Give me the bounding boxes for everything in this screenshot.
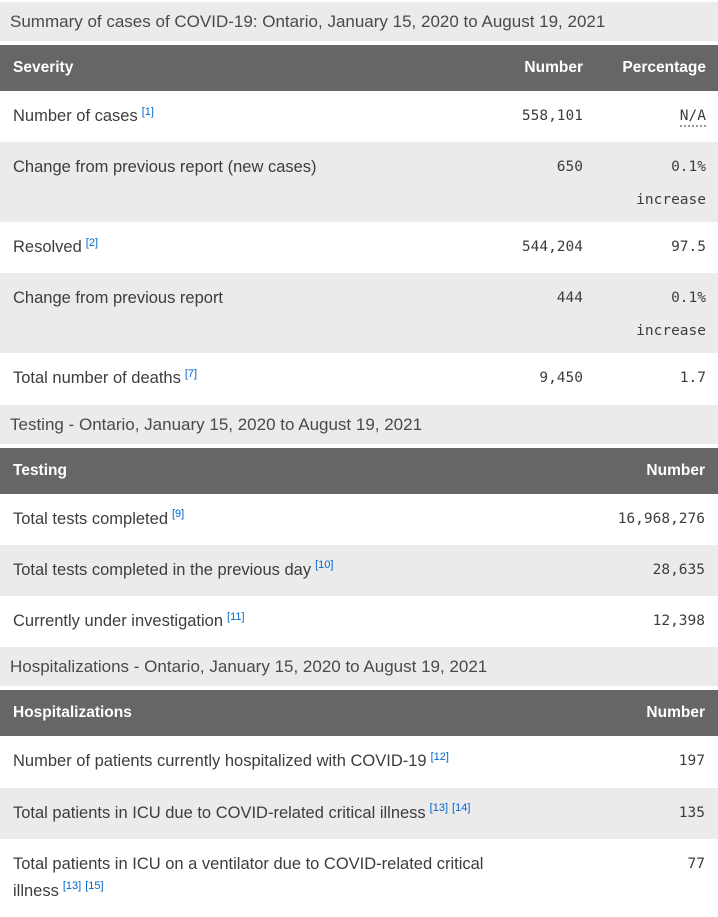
percentage-value: N/A [596, 91, 718, 142]
percentage-line: increase [636, 323, 706, 340]
row-label-text: Number of patients currently hospitalize… [13, 752, 427, 771]
hospitalizations-header-row: Hospitalizations Number [0, 690, 718, 737]
footnote-ref-link[interactable]: [9] [172, 508, 185, 521]
number-value: 77 [687, 855, 705, 872]
number-value: 16,968,276 [617, 510, 705, 527]
footnote-ref-link[interactable]: [7] [184, 367, 198, 380]
footnote-ref-link[interactable]: [2] [85, 236, 99, 249]
percentage-line: 1.7 [679, 370, 706, 387]
footnote-ref-link[interactable]: [13] [62, 880, 82, 893]
row-label-text: Total patients in ICU on a ventilator du… [13, 854, 484, 900]
row-label-text: Total tests completed in the previous da… [13, 560, 312, 579]
row-label-text: Resolved [13, 238, 82, 257]
number-value: 28,635 [652, 561, 705, 578]
row-label: Number of patients currently hospitalize… [0, 736, 568, 787]
hospitalizations-row-total-patients-in-icu-due-to-covid-related-critical-illness: Total patients in ICU due to COVID-relat… [0, 787, 718, 839]
footnote-ref: [12] [431, 751, 449, 763]
section-summary: Summary of cases of COVID-19: Ontario, J… [0, 2, 718, 405]
section-caption-testing: Testing - Ontario, January 15, 2020 to A… [0, 404, 718, 444]
summary-header-row: Severity Number Percentage [0, 45, 718, 91]
footnote-ref-link[interactable]: [1] [141, 105, 154, 118]
column-header-percentage: Percentage [596, 45, 718, 91]
row-label: Change from previous report (new cases) [0, 142, 475, 222]
hospitalizations-row-number-of-patients-currently-hospitalized-with-covid-19: Number of patients currently hospitalize… [0, 736, 718, 788]
percentage-line: 0.1% [671, 290, 706, 307]
footnote-ref: [15] [85, 880, 103, 892]
summary-table: Severity Number Percentage Number of cases… [0, 45, 718, 405]
footnote-ref: [7] [185, 368, 197, 380]
severity-row-resolved: Resolved [2] 544,204 97.5 [0, 222, 718, 274]
percentage-line: 0.1% [671, 159, 706, 176]
severity-row-total-number-of-deaths: Total number of deaths [7] 9,450 1.7 [0, 353, 718, 405]
number-value: 135 [678, 804, 705, 821]
row-label: Total tests completed in the previous da… [0, 545, 568, 596]
row-label-text: Total tests completed [13, 509, 168, 528]
testing-table: Testing Number Total tests completed [9] 16… [0, 447, 718, 648]
column-header-number: Number [475, 45, 596, 91]
testing-row-total-tests-completed: Total tests completed [9] 16,968,276 [0, 493, 718, 545]
section-caption-summary: Summary of cases of COVID-19: Ontario, J… [0, 2, 718, 41]
row-label-text: Change from previous report (new cases) [13, 158, 317, 177]
row-label-text: Number of cases [13, 107, 138, 125]
percentage-value: 1.7 [596, 353, 718, 404]
footnote-ref-link[interactable]: [12] [430, 750, 449, 763]
footnote-ref: [10] [315, 559, 333, 571]
column-header-number: Number [568, 447, 718, 494]
footnote-ref: [11] [227, 611, 245, 623]
footnote-ref: [14] [452, 802, 470, 814]
testing-header-row: Testing Number [0, 447, 718, 494]
number-value: 9,450 [539, 370, 583, 387]
footnote-ref-link[interactable]: [13] [429, 802, 449, 815]
row-label: Currently under investigation [11] [0, 596, 568, 647]
row-label: Total patients in ICU due to COVID-relat… [0, 788, 568, 839]
row-label-text: Total patients in ICU due to COVID-relat… [13, 803, 426, 822]
row-label-text: Currently under investigation [13, 612, 224, 631]
number-value: 197 [678, 753, 705, 770]
footnote-ref: [2] [86, 237, 98, 249]
percentage-line: 97.5 [671, 239, 706, 256]
row-label: Total patients in ICU on a ventilator du… [0, 839, 568, 917]
footnote-ref: [13] [63, 880, 81, 892]
row-label: Change from previous report [0, 273, 475, 353]
footnote-ref: [9] [172, 508, 184, 520]
column-header-testing: Testing [0, 447, 568, 494]
footnote-ref-link[interactable]: [11] [227, 610, 245, 623]
column-header-severity: Severity [0, 45, 475, 91]
row-label: Total number of deaths [7] [0, 353, 475, 404]
hospitalizations-row-total-patients-in-icu-on-a-ventilator-due-to-covid-related-critical-illness: Total patients in ICU on a ventilator du… [0, 838, 718, 917]
column-header-hospitalizations: Hospitalizations [0, 690, 568, 737]
percentage-line: N/A [597, 107, 706, 127]
footnote-ref-link[interactable]: [14] [452, 802, 471, 815]
section-caption-hospitalizations: Hospitalizations - Ontario, January 15, … [0, 647, 718, 687]
number-value: 444 [556, 290, 583, 307]
number-value: 558,101 [521, 108, 583, 124]
severity-row-change-from-previous-report: Change from previous report 444 0.1% increa… [0, 273, 718, 354]
percentage-line: increase [636, 192, 706, 209]
row-label: Number of cases [1] [0, 91, 475, 142]
percentage-value: 0.1% increase [596, 142, 718, 222]
severity-row-number-of-cases: Number of cases [1] 558,101 N/A [0, 91, 718, 143]
footnote-ref-link[interactable]: [10] [315, 559, 334, 572]
number-value: 12,398 [652, 613, 705, 630]
row-label: Total tests completed [9] [0, 494, 568, 545]
percentage-value: 0.1% increase [596, 273, 718, 353]
row-label-text: Change from previous report [13, 289, 224, 308]
section-testing: Testing - Ontario, January 15, 2020 to A… [0, 404, 718, 648]
severity-row-change-from-previous-report-new-cases: Change from previous report (new cases) 6… [0, 142, 718, 223]
row-label-text: Total number of deaths [13, 369, 181, 388]
number-value: 650 [556, 159, 583, 176]
abbr-na[interactable]: N/A [679, 108, 706, 127]
percentage-value: 97.5 [596, 222, 718, 273]
footnote-ref-link[interactable]: [15] [85, 880, 104, 893]
footnote-ref: [1] [142, 106, 154, 118]
column-header-number: Number [568, 690, 718, 737]
section-hospitalizations: Hospitalizations - Ontario, January 15, … [0, 647, 718, 917]
testing-row-total-tests-completed-in-the-previous-day: Total tests completed in the previous da… [0, 544, 718, 597]
footnote-ref: [13] [430, 802, 448, 814]
number-value: 544,204 [521, 239, 583, 256]
row-label: Resolved [2] [0, 222, 475, 273]
hospitalizations-table: Hospitalizations Number Number of patient… [0, 690, 718, 917]
testing-row-currently-under-investigation: Currently under investigation [11] 12,398 [0, 596, 718, 648]
